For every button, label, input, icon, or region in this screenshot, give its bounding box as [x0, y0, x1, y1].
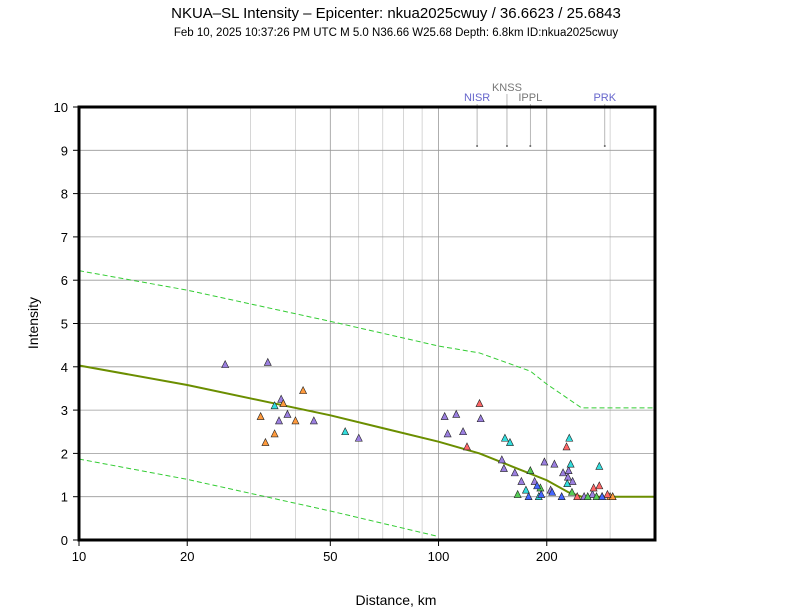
- station-marker: [565, 433, 574, 442]
- station-marker: [592, 492, 601, 501]
- station-marker: [537, 489, 546, 498]
- station-marker: [261, 437, 270, 446]
- station-marker: [440, 411, 449, 420]
- y-tick-label: 10: [54, 100, 68, 115]
- station-marker: [505, 437, 514, 446]
- station-label-nisr: NISR: [464, 92, 490, 104]
- x-tick-label: 50: [323, 549, 337, 564]
- station-marker: [459, 427, 468, 436]
- station-marker: [559, 468, 568, 477]
- station-marker: [513, 489, 522, 498]
- x-tick-label: 100: [428, 549, 450, 564]
- x-tick-label: 20: [180, 549, 194, 564]
- station-marker: [452, 409, 461, 418]
- y-tick-label: 0: [61, 533, 68, 548]
- station-marker: [463, 442, 471, 451]
- y-tick-label: 1: [61, 490, 68, 505]
- station-marker: [526, 466, 535, 475]
- station-label-ippl: IPPL: [518, 92, 542, 104]
- y-axis-label: Intensity: [25, 297, 41, 349]
- station-marker: [603, 489, 612, 498]
- station-marker: [557, 492, 566, 501]
- upper-bound-line: [78, 270, 655, 409]
- grid-lines: [79, 107, 655, 540]
- station-marker: [540, 457, 549, 466]
- station-marker: [256, 411, 265, 420]
- station-marker: [566, 459, 575, 468]
- station-marker: [595, 481, 604, 490]
- station-marker: [588, 489, 597, 498]
- station-marker: [548, 487, 557, 496]
- station-marker: [583, 492, 592, 501]
- station-marker: [475, 398, 484, 407]
- y-tick-label: 9: [61, 143, 68, 158]
- y-tick-label: 7: [61, 230, 68, 245]
- station-marker: [270, 401, 279, 410]
- x-axis-label: Distance, km: [356, 592, 437, 608]
- station-marker: [309, 416, 318, 425]
- station-marker: [443, 429, 452, 438]
- station-marker: [499, 463, 508, 472]
- station-marker: [563, 479, 572, 488]
- station-marker-dot: [505, 144, 508, 147]
- x-tick-label: 10: [72, 549, 86, 564]
- chart-subtitle: Feb 10, 2025 10:37:26 PM UTC M 5.0 N36.6…: [174, 27, 619, 39]
- station-marker: [608, 492, 617, 501]
- chart-title: NKUA–SL Intensity – Epicenter: nkua2025c…: [171, 5, 621, 22]
- station-marker: [573, 492, 582, 501]
- station-marker-dot: [603, 144, 606, 147]
- y-tick-label: 3: [61, 403, 68, 418]
- y-tick-label: 8: [61, 187, 68, 202]
- station-marker: [263, 357, 272, 366]
- station-marker-dot: [476, 144, 479, 147]
- y-tick-label: 4: [61, 360, 68, 375]
- station-label-prk: PRK: [593, 92, 616, 104]
- y-tick-label: 6: [61, 273, 68, 288]
- station-marker: [476, 414, 485, 423]
- x-tick-label: 200: [536, 549, 558, 564]
- station-marker: [299, 385, 308, 394]
- station-marker: [589, 483, 598, 492]
- data-points: [221, 357, 617, 501]
- station-marker: [221, 359, 230, 368]
- station-label-knss: KNSS: [492, 82, 522, 94]
- station-marker: [341, 427, 350, 436]
- station-marker: [500, 433, 509, 442]
- y-tick-label: 5: [61, 317, 68, 332]
- station-marker: [283, 409, 292, 418]
- station-marker: [279, 398, 288, 407]
- station-marker: [510, 468, 519, 477]
- station-marker: [563, 472, 572, 481]
- station-marker: [562, 442, 571, 451]
- station-marker: [291, 416, 300, 425]
- y-tick-label: 2: [61, 446, 68, 461]
- station-marker: [598, 492, 607, 501]
- station-marker: [568, 476, 577, 485]
- station-marker-dot: [529, 144, 532, 147]
- station-marker: [275, 416, 283, 425]
- lower-bound-line: [78, 458, 439, 538]
- station-marker: [521, 485, 530, 494]
- station-marker: [354, 433, 363, 442]
- tick-labels: 10 20 50 100 200 0 1 2 3 4 5 6 7 8 9 10: [54, 100, 558, 564]
- station-marker: [517, 476, 526, 485]
- station-marker: [564, 466, 573, 475]
- station-marker: [524, 492, 533, 501]
- station-marker: [270, 429, 279, 438]
- bound-curves: [78, 270, 655, 538]
- station-marker: [567, 487, 576, 496]
- station-marker: [595, 461, 604, 470]
- station-marker: [533, 481, 542, 490]
- station-marker: [497, 455, 506, 464]
- station-marker: [550, 459, 559, 468]
